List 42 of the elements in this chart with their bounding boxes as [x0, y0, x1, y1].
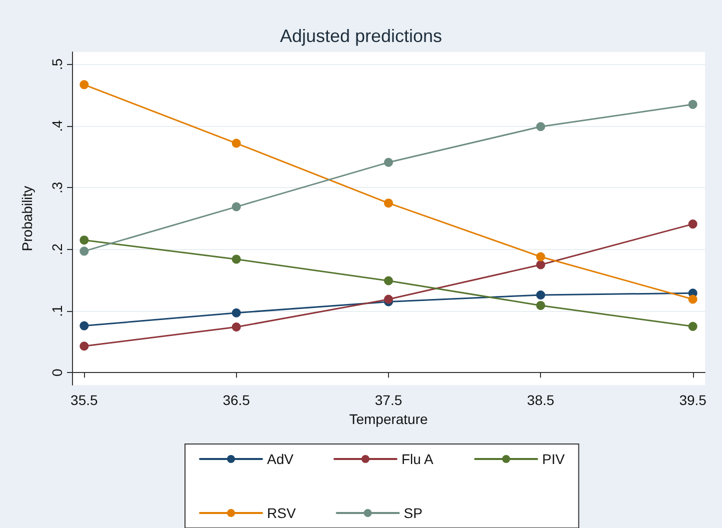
point — [80, 321, 89, 330]
y-tick-label: .2 — [49, 243, 65, 256]
point — [688, 294, 698, 304]
point — [536, 252, 546, 262]
legend-label: PIV — [542, 451, 566, 467]
point — [232, 138, 241, 148]
point — [80, 236, 89, 245]
x-tick-label: 36.5 — [222, 392, 250, 408]
x-axis-title: Temperature — [349, 410, 428, 427]
legend-label: RSV — [267, 505, 296, 521]
y-tick-label: .4 — [49, 120, 65, 132]
point — [232, 308, 241, 318]
x-tick-label: 35.5 — [70, 392, 98, 408]
point — [536, 300, 546, 310]
point — [536, 122, 546, 132]
x-tick-label: 38.5 — [527, 392, 554, 408]
point — [232, 254, 241, 264]
point — [688, 220, 698, 229]
y-tick-label: .5 — [49, 58, 65, 70]
point — [80, 80, 89, 90]
legend-label: SP — [404, 505, 422, 521]
point — [384, 276, 393, 286]
point — [232, 322, 241, 332]
point — [232, 202, 241, 212]
legend-label: Flu A — [401, 451, 434, 467]
point — [384, 198, 393, 208]
legend-label: AdV — [267, 451, 294, 467]
y-tick-label: 0 — [49, 368, 65, 377]
point — [384, 158, 393, 167]
x-tick-label: 37.5 — [374, 392, 402, 408]
y-tick-label: .1 — [49, 304, 65, 317]
point — [688, 100, 698, 109]
y-tick-label: .3 — [49, 182, 65, 194]
x-tick-label: 39.5 — [679, 392, 707, 408]
point — [536, 290, 546, 300]
point — [384, 294, 393, 304]
point — [80, 246, 89, 256]
point — [688, 322, 698, 331]
point — [536, 260, 546, 270]
chart-title: Adjusted predictions — [280, 26, 442, 46]
point — [80, 342, 89, 351]
y-axis-title: Probability — [19, 186, 35, 252]
